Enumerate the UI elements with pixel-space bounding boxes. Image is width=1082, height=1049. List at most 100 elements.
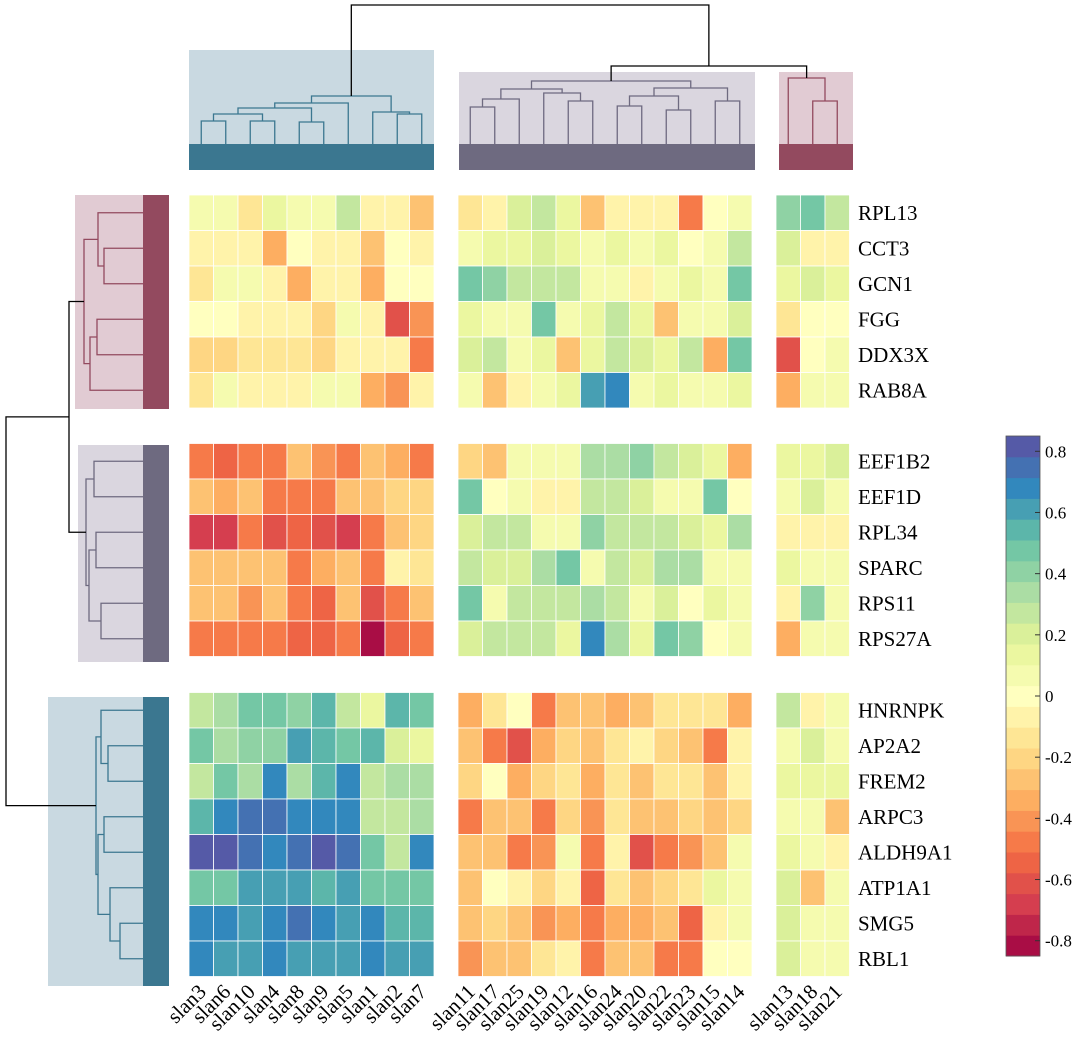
cell-RPL13-slan3	[188, 194, 214, 231]
cell-RBL1-slan14	[727, 940, 753, 977]
cell-RPL34-slan5	[335, 514, 361, 551]
cell-AP2A2-slan21	[824, 727, 850, 764]
cell-RPS11-slan22	[653, 585, 679, 622]
cell-SPARC-slan2	[384, 549, 410, 586]
cell-ALDH9A1-slan5	[335, 834, 361, 871]
cell-FGG-slan3	[188, 301, 214, 338]
cell-FREM2-slan14	[727, 763, 753, 800]
cell-ALDH9A1-slan19	[531, 834, 557, 871]
cell-RPS27A-slan19	[531, 620, 557, 657]
cell-AP2A2-slan7	[409, 727, 435, 764]
cell-ARPC3-slan25	[506, 798, 532, 835]
cell-FGG-slan5	[335, 301, 361, 338]
cell-RPS11-slan24	[604, 585, 630, 622]
cell-ATP1A1-slan14	[727, 869, 753, 906]
colorbar-tick-label-0: 0.8	[1045, 442, 1066, 461]
cell-RBL1-slan25	[506, 940, 532, 977]
cell-HNRNPK-slan10	[237, 692, 263, 729]
cell-AP2A2-slan12	[555, 727, 581, 764]
cell-AP2A2-slan5	[335, 727, 361, 764]
row-label-FGG: FGG	[858, 307, 900, 331]
cell-GCN1-slan3	[188, 265, 214, 302]
colorbar-level-14	[1006, 644, 1040, 666]
cell-ATP1A1-slan21	[824, 869, 850, 906]
cell-RAB8A-slan17	[482, 372, 508, 409]
cell-RBL1-slan3	[188, 940, 214, 977]
cell-RPS11-slan11	[457, 585, 483, 622]
colorbar-level-9	[1006, 748, 1040, 770]
cell-ALDH9A1-slan3	[188, 834, 214, 871]
cell-RPS27A-slan22	[653, 620, 679, 657]
cell-ALDH9A1-slan15	[702, 834, 728, 871]
cell-RPS11-slan14	[727, 585, 753, 622]
cell-ALDH9A1-slan22	[653, 834, 679, 871]
cluster-bars	[143, 144, 853, 986]
cell-RPL13-slan13	[775, 194, 801, 231]
row-label-DDX3X: DDX3X	[858, 343, 929, 367]
cell-FREM2-slan9	[311, 763, 337, 800]
cell-DDX3X-slan8	[286, 336, 312, 373]
cell-ALDH9A1-slan21	[824, 834, 850, 871]
cell-RPS11-slan7	[409, 585, 435, 622]
cell-SPARC-slan4	[262, 549, 288, 586]
cell-FGG-slan2	[384, 301, 410, 338]
cell-RPS27A-slan25	[506, 620, 532, 657]
colorbar-level-8	[1006, 768, 1040, 791]
cell-GCN1-slan14	[727, 265, 753, 302]
cell-FGG-slan9	[311, 301, 337, 338]
cell-RBL1-slan17	[482, 940, 508, 977]
cell-EEF1B2-slan12	[555, 443, 581, 480]
cell-RPL34-slan3	[188, 514, 214, 551]
cell-DDX3X-slan21	[824, 336, 850, 373]
cell-DDX3X-slan1	[360, 336, 386, 373]
cell-EEF1D-slan15	[702, 478, 728, 515]
cell-RAB8A-slan6	[213, 372, 239, 409]
cell-RPS11-slan9	[311, 585, 337, 622]
cell-GCN1-slan20	[629, 265, 655, 302]
cell-RBL1-slan6	[213, 940, 239, 977]
colorbar-level-22	[1006, 477, 1040, 499]
cell-EEF1B2-slan4	[262, 443, 288, 480]
cell-HNRNPK-slan22	[653, 692, 679, 729]
cell-ATP1A1-slan20	[629, 869, 655, 906]
cell-AP2A2-slan25	[506, 727, 532, 764]
row-root-link-1	[5, 416, 96, 807]
cell-ATP1A1-slan4	[262, 869, 288, 906]
cell-RAB8A-slan2	[384, 372, 410, 409]
column-cluster-bar-3	[779, 144, 853, 170]
cell-EEF1D-slan10	[237, 478, 263, 515]
cell-EEF1D-slan19	[531, 478, 557, 515]
cell-ARPC3-slan17	[482, 798, 508, 835]
cell-ALDH9A1-slan13	[775, 834, 801, 871]
cell-ALDH9A1-slan10	[237, 834, 263, 871]
cell-RBL1-slan23	[678, 940, 704, 977]
cell-FGG-slan14	[727, 301, 753, 338]
colorbar-tick-label-2: 0.4	[1045, 565, 1067, 584]
cell-FREM2-slan5	[335, 763, 361, 800]
cell-FREM2-slan25	[506, 763, 532, 800]
colorbar-tick-label-8: -0.8	[1045, 932, 1072, 951]
cell-RBL1-slan13	[775, 940, 801, 977]
colorbar-level-23	[1006, 456, 1040, 479]
cell-RPL13-slan6	[213, 194, 239, 231]
cell-ATP1A1-slan19	[531, 869, 557, 906]
cell-RPL13-slan25	[506, 194, 532, 231]
cell-GCN1-slan19	[531, 265, 557, 302]
cell-RPL13-slan24	[604, 194, 630, 231]
cell-AP2A2-slan13	[775, 727, 801, 764]
cell-CCT3-slan9	[311, 230, 337, 267]
cell-HNRNPK-slan16	[580, 692, 606, 729]
row-label-RPS27A: RPS27A	[858, 627, 932, 651]
cell-RPS27A-slan24	[604, 620, 630, 657]
row-dendrogram	[5, 212, 143, 960]
cell-RBL1-slan12	[555, 940, 581, 977]
cell-CCT3-slan10	[237, 230, 263, 267]
cell-RPS11-slan18	[800, 585, 826, 622]
cell-ATP1A1-slan9	[311, 869, 337, 906]
cell-DDX3X-slan13	[775, 336, 801, 373]
cell-HNRNPK-slan4	[262, 692, 288, 729]
colorbar-tick-label-6: -0.4	[1045, 809, 1072, 828]
cell-RPL13-slan5	[335, 194, 361, 231]
cell-GCN1-slan21	[824, 265, 850, 302]
cell-ARPC3-slan8	[286, 798, 312, 835]
